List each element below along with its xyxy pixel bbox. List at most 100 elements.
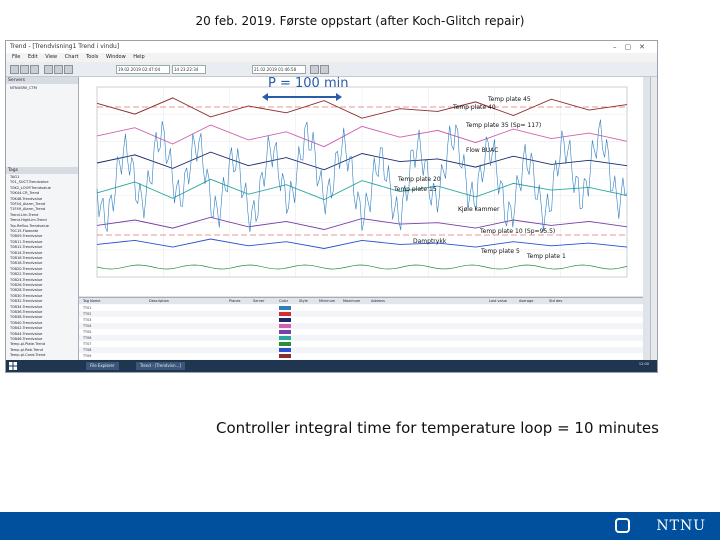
tag-item[interactable]: Trend.Lim.Trend <box>10 212 39 217</box>
menu-file[interactable]: File <box>12 54 21 60</box>
tag-item[interactable]: Temp.pl.Plate.Trend <box>10 342 46 347</box>
col-color[interactable]: Color <box>279 299 289 303</box>
tag-item[interactable]: TAG1 <box>10 175 20 179</box>
tag-item[interactable]: T0B16.Trendvalue <box>10 256 43 260</box>
label-steam-pressure: Damptrykk <box>413 238 447 245</box>
tag-item[interactable]: T0B30.Trendvalue <box>10 293 43 298</box>
row-tagname: TT04 <box>83 324 92 328</box>
taskbar-trend-app[interactable]: Trend - [Trendvisn...] <box>136 362 185 370</box>
table-row[interactable]: TT08 <box>79 347 643 353</box>
interval-field[interactable]: 1d 23:22:34 <box>172 65 206 74</box>
table-row[interactable]: TT09 <box>79 353 643 359</box>
table-row[interactable]: TT07 <box>79 341 643 347</box>
taskbar: File Explorer Trend - [Trendvisn...] 12:… <box>6 360 657 372</box>
footer-bar: NTNU <box>0 512 720 540</box>
tag-item[interactable]: T0B11.Trendvalue <box>10 239 43 244</box>
table-row[interactable]: TT06 <box>79 335 643 341</box>
tag-item[interactable]: T0B34.Trendvalue <box>10 304 43 309</box>
row-color-swatch <box>279 318 291 322</box>
row-color-swatch <box>279 354 291 358</box>
col-minimum[interactable]: Minimum <box>319 299 336 303</box>
tag-item[interactable]: T0B44.Trendvalue <box>10 331 43 336</box>
table-row[interactable]: TT05 <box>79 329 643 335</box>
tag-item[interactable]: T0K48.Trendvalue <box>10 196 43 201</box>
row-color-swatch <box>279 342 291 346</box>
tag-item[interactable]: Temp.pl.Reb.Trend <box>10 347 43 352</box>
trend-series-line <box>96 216 628 230</box>
tag-item[interactable]: T0B24.Trendvalue <box>10 277 43 282</box>
col-std-dev[interactable]: Std dev <box>549 299 563 303</box>
row-color-swatch <box>279 348 291 352</box>
open-icon[interactable] <box>20 65 29 74</box>
tag-item[interactable]: T0B12.Trendvalue <box>10 245 43 250</box>
col-average[interactable]: Average <box>519 299 534 303</box>
tag-item[interactable]: T0B28.Trendvalue <box>10 288 43 293</box>
tag-item[interactable]: T0B09.Trendvalue <box>10 234 43 239</box>
label-temp-plate-5: Temp plate 5 <box>481 248 520 255</box>
tag-item[interactable]: Trend.HighLim.Trend <box>10 218 47 223</box>
menu-edit[interactable]: Edit <box>27 54 38 60</box>
tag-item[interactable]: T0K44.CR_Trend <box>10 191 40 196</box>
tag-item[interactable]: T0B20.Trendvalue <box>10 266 43 271</box>
taskbar-clock: 12:00 <box>638 362 649 366</box>
grid-rows: TT01 TT02 TT03 TT04 TT05 TT06 TT07 TT08 TT09 <box>79 305 643 361</box>
server-item[interactable]: NTNUSRV_CTM <box>10 86 37 90</box>
menu-window[interactable]: Window <box>105 54 126 60</box>
taskbar-file-explorer[interactable]: File Explorer <box>86 362 119 370</box>
tag-item[interactable]: T01_SUCT.Trendvalue <box>10 180 49 185</box>
windows-start-icon[interactable] <box>9 362 17 370</box>
tag-item[interactable]: T0K2_LOOP.Trendvalue <box>10 185 51 190</box>
tag-item[interactable]: Tcp.Reflux.Trendvalue <box>10 223 49 228</box>
col-planes[interactable]: Planes <box>229 299 241 303</box>
tag-item[interactable]: T0B38.Trendvalue <box>10 315 43 320</box>
table-row[interactable]: TT02 <box>79 311 643 317</box>
flow-trace-line <box>96 119 628 233</box>
start-time-field[interactable]: 19.02.2019 02:47:04 <box>116 65 170 74</box>
save-icon[interactable] <box>30 65 39 74</box>
tag-item[interactable]: T1F49_Alarm_Trend <box>10 207 46 212</box>
tag-item[interactable]: T0F44_Alarm_Trend <box>10 202 46 206</box>
tag-item[interactable]: T0C15.Flowrate <box>10 229 39 233</box>
tag-item[interactable]: T0B46.Trendvalue <box>10 337 43 341</box>
window-controls[interactable]: –▢✕ <box>613 43 653 51</box>
col-server[interactable]: Server <box>253 299 265 303</box>
table-row[interactable]: TT01 <box>79 305 643 311</box>
zoom-in-icon[interactable] <box>44 65 53 74</box>
table-row[interactable]: TT04 <box>79 323 643 329</box>
col-maximum[interactable]: Maximum <box>343 299 361 303</box>
menu-tools[interactable]: Tools <box>86 54 99 60</box>
row-color-swatch <box>279 336 291 340</box>
menu-help[interactable]: Help <box>133 54 145 60</box>
tag-item[interactable]: T0B22.Trendvalue <box>10 272 43 277</box>
col-tagname[interactable]: Tag Name <box>83 299 101 303</box>
refresh-icon[interactable] <box>310 65 319 74</box>
zoom-out-icon[interactable] <box>54 65 63 74</box>
grid-header: Tag Name Description Planes Server Color… <box>79 298 643 304</box>
vertical-scrollbar[interactable] <box>650 77 657 360</box>
row-color-swatch <box>279 324 291 328</box>
pan-icon[interactable] <box>64 65 73 74</box>
tag-item[interactable]: T0B18.Trendvalue <box>10 261 43 266</box>
tag-item[interactable]: T0B32.Trendvalue <box>10 299 43 304</box>
tag-list: TAG1 T01_SUCT.Trendvalue T0K2_LOOP.Trendva… <box>6 175 78 360</box>
col-style[interactable]: Style <box>299 299 308 303</box>
tag-item[interactable]: T0B42.Trendvalue <box>10 326 43 331</box>
trend-chart[interactable] <box>79 77 643 296</box>
new-icon[interactable] <box>10 65 19 74</box>
menu-chart[interactable]: Chart <box>64 54 79 60</box>
col-address[interactable]: Address <box>371 299 385 303</box>
tag-item[interactable]: T0B40.Trendvalue <box>10 320 43 325</box>
label-temp-plate-20: Temp plate 20 <box>398 176 441 183</box>
end-time-field[interactable]: 21.02.2019 01:46:58 <box>252 65 306 74</box>
tag-item[interactable]: T0B14.Trendvalue <box>10 250 43 255</box>
col-last-value[interactable]: Last value <box>489 299 507 303</box>
play-icon[interactable] <box>320 65 329 74</box>
menu-view[interactable]: View <box>45 54 58 60</box>
row-tagname: TT02 <box>83 312 92 316</box>
col-description[interactable]: Description <box>149 299 169 303</box>
table-row[interactable]: TT03 <box>79 317 643 323</box>
tag-item[interactable]: T0B36.Trendvalue <box>10 310 43 314</box>
tag-item[interactable]: Temp.pl.Cond.Trend <box>10 353 46 358</box>
tag-item[interactable]: T0B26.Trendvalue <box>10 283 43 287</box>
window-title: Trend - [Trendvisning1 Trend i vindu] <box>10 43 120 50</box>
